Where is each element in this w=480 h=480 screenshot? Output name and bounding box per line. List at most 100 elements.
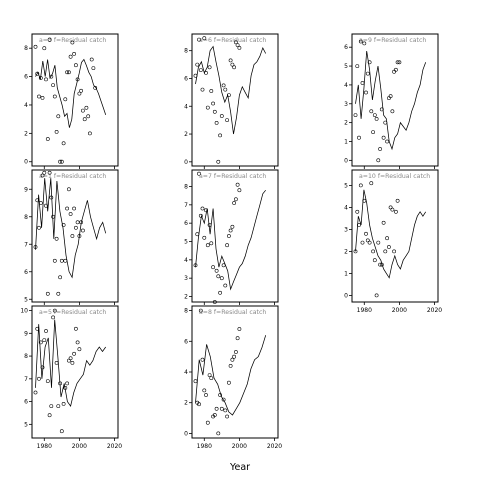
data-point bbox=[385, 236, 390, 241]
data-point bbox=[61, 141, 66, 146]
data-point bbox=[74, 326, 78, 331]
data-point bbox=[362, 198, 367, 203]
panel-a-1: 5 6 7 8 9 a=1 f=Residual catch bbox=[24, 169, 119, 305]
data-point bbox=[225, 414, 230, 419]
data-point bbox=[74, 225, 78, 230]
model-line bbox=[195, 45, 267, 135]
model-line bbox=[35, 319, 107, 407]
y-tick-label: 2 bbox=[184, 400, 188, 407]
data-point bbox=[364, 231, 368, 236]
data-point bbox=[376, 240, 381, 245]
data-point bbox=[226, 234, 231, 238]
data-point bbox=[205, 243, 210, 248]
y-tick-label: 3 bbox=[344, 226, 348, 233]
data-point bbox=[197, 402, 201, 407]
y-tick-label: 5 bbox=[344, 63, 348, 70]
data-point bbox=[35, 326, 40, 331]
data-point bbox=[390, 109, 395, 114]
panel-title: a=9 f=Residual catch bbox=[359, 37, 426, 44]
y-tick-label: 4 bbox=[344, 82, 348, 89]
data-point bbox=[355, 64, 360, 69]
y-tick-label: 4 bbox=[24, 102, 28, 109]
data-point bbox=[228, 58, 233, 63]
data-point bbox=[211, 265, 216, 270]
data-point bbox=[374, 293, 379, 298]
data-point bbox=[237, 327, 242, 331]
panel-title: a=6 f=Residual catch bbox=[199, 37, 266, 44]
data-point bbox=[230, 357, 235, 362]
panel-a-6: 0 2 4 6 8 a=6 f=Residual catch bbox=[184, 33, 279, 169]
data-point bbox=[365, 238, 370, 243]
y-tick-label: 0 bbox=[24, 159, 28, 166]
data-point bbox=[379, 262, 384, 267]
x-tick-label: 1980 bbox=[357, 307, 372, 314]
y-tick-label: 2 bbox=[344, 120, 348, 127]
data-point bbox=[360, 81, 365, 85]
data-point bbox=[221, 397, 226, 402]
data-point bbox=[81, 228, 85, 233]
y-tick-label: 6 bbox=[24, 74, 28, 81]
data-point bbox=[378, 262, 383, 267]
y-tick-label: 6 bbox=[24, 269, 28, 276]
panel-frame bbox=[31, 169, 119, 303]
data-point bbox=[228, 228, 233, 233]
data-point bbox=[56, 291, 61, 296]
y-tick-label: 4 bbox=[344, 204, 348, 211]
data-point bbox=[42, 170, 47, 175]
panel-frame bbox=[191, 169, 279, 303]
data-point bbox=[49, 404, 54, 409]
data-point bbox=[54, 360, 59, 365]
data-point bbox=[38, 76, 43, 80]
y-tick-label: 8 bbox=[24, 214, 28, 221]
data-point bbox=[47, 413, 52, 418]
data-point bbox=[232, 65, 237, 70]
data-point bbox=[70, 360, 75, 365]
data-point bbox=[58, 275, 63, 280]
y-tick-label: 4 bbox=[184, 369, 188, 376]
data-point bbox=[233, 197, 238, 202]
data-point bbox=[72, 52, 77, 56]
y-tick-label: 9 bbox=[24, 186, 28, 193]
data-point bbox=[33, 245, 38, 249]
data-point bbox=[367, 240, 372, 245]
data-point bbox=[75, 77, 80, 82]
data-point bbox=[67, 187, 71, 192]
data-point bbox=[65, 206, 70, 211]
data-point bbox=[219, 276, 224, 281]
y-tick-label: 6 bbox=[184, 338, 188, 345]
data-point bbox=[228, 363, 233, 368]
data-point bbox=[218, 290, 223, 295]
panel-title: a=10 f=Residual catch bbox=[359, 173, 430, 180]
data-point bbox=[360, 240, 365, 245]
data-point bbox=[37, 376, 41, 381]
data-point bbox=[212, 413, 217, 417]
data-point bbox=[49, 195, 54, 200]
data-point bbox=[65, 70, 70, 75]
data-point bbox=[232, 201, 237, 205]
y-tick-label: 4 bbox=[184, 103, 188, 110]
model-line bbox=[35, 58, 107, 128]
y-tick-label: 5 bbox=[344, 182, 348, 189]
data-point bbox=[209, 241, 214, 246]
data-point bbox=[395, 198, 400, 203]
data-point bbox=[75, 340, 80, 345]
data-point bbox=[79, 220, 84, 225]
panel-frame bbox=[351, 33, 439, 167]
y-tick-label: 6 bbox=[184, 75, 188, 82]
data-point bbox=[72, 351, 77, 356]
y-tick-label: 9 bbox=[24, 330, 28, 337]
panel-title: a=1 f=Residual catch bbox=[39, 173, 106, 180]
data-point bbox=[204, 208, 208, 213]
data-point bbox=[38, 340, 43, 345]
data-point bbox=[395, 60, 400, 65]
y-tick-label: 8 bbox=[184, 308, 188, 315]
data-point bbox=[388, 94, 393, 99]
data-point bbox=[219, 114, 224, 118]
data-point bbox=[77, 234, 82, 238]
data-point bbox=[52, 308, 57, 313]
data-point bbox=[52, 94, 57, 99]
y-tick-label: 0 bbox=[184, 159, 188, 166]
data-point bbox=[233, 40, 238, 45]
panel-a-9: 0 1 2 3 4 5 6 a=9 f=Residual catch bbox=[344, 33, 439, 169]
data-point bbox=[49, 74, 54, 79]
